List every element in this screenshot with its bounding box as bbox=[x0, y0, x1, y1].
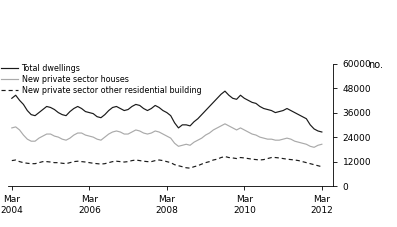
Y-axis label: no.: no. bbox=[368, 60, 383, 70]
Legend: Total dwellings, New private sector houses, New private sector other residential: Total dwellings, New private sector hous… bbox=[2, 64, 201, 95]
